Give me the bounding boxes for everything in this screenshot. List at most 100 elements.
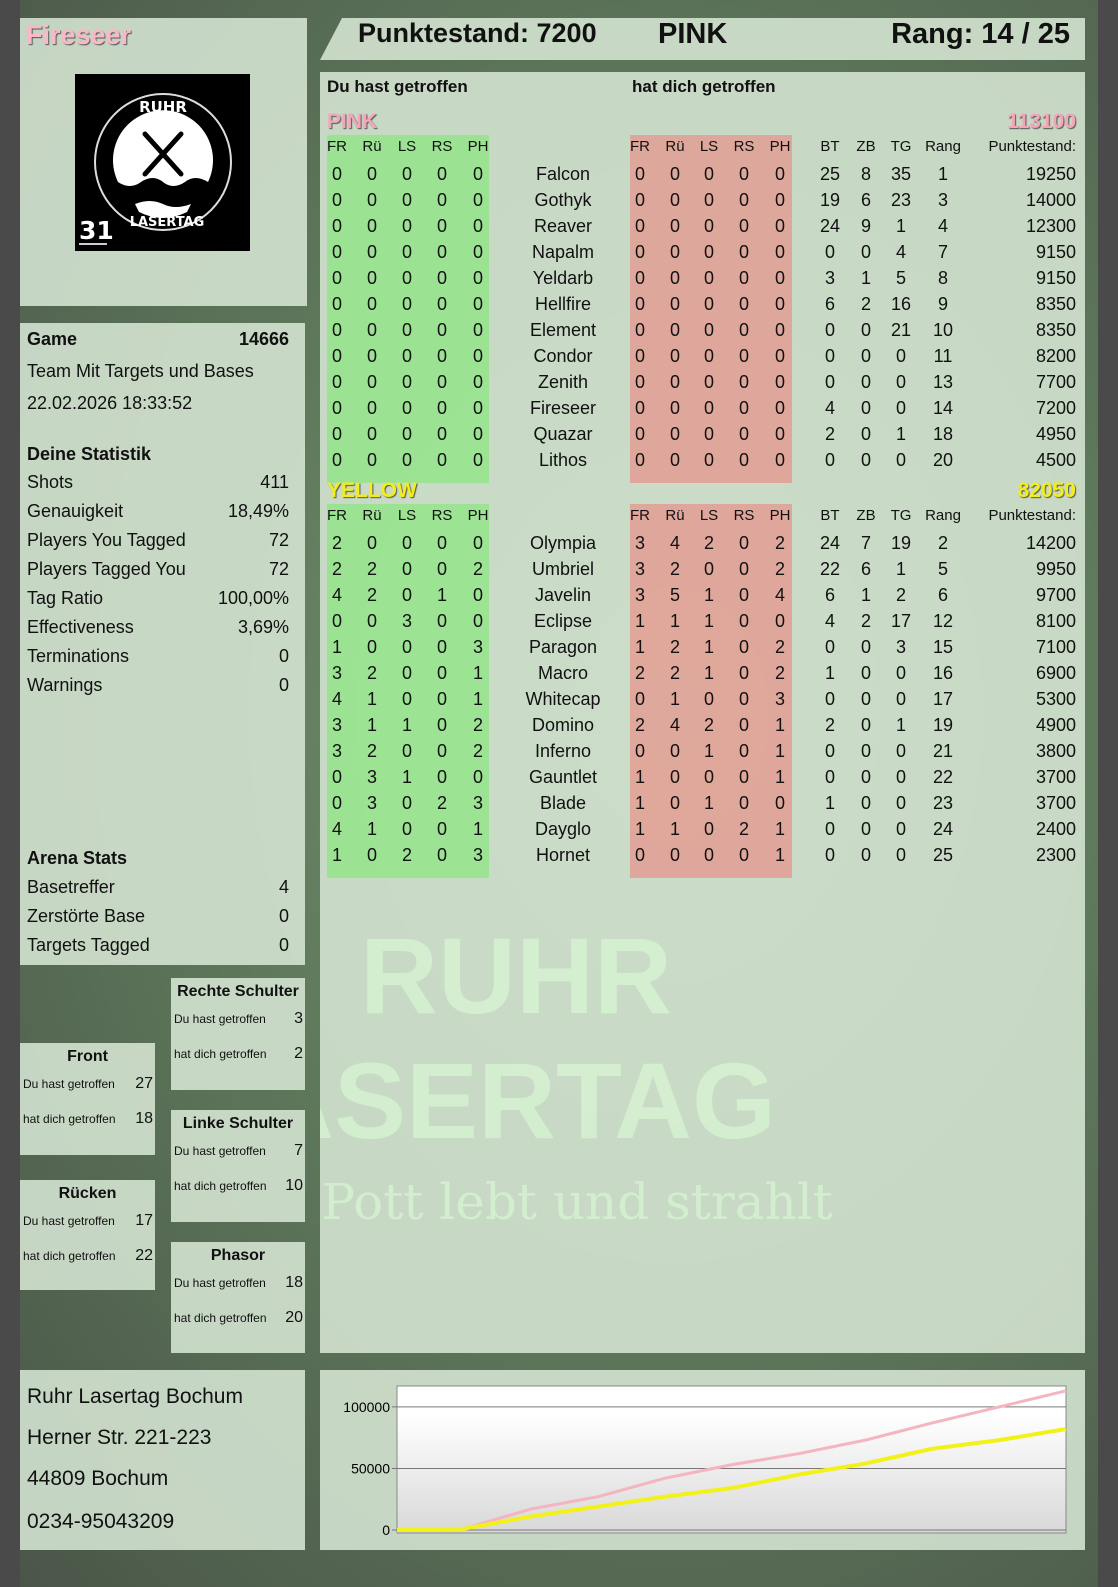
stat-cell: 0 <box>634 164 646 184</box>
player-name-cell: Umbriel <box>531 559 595 579</box>
stat-cell: 0 <box>472 398 484 418</box>
arena-stat-label: Basetreffer <box>27 877 115 897</box>
zone-you-hit-label: Du hast getroffen <box>174 1276 266 1290</box>
stat-cell: 0 <box>436 559 448 579</box>
stat-cell: 0 <box>774 424 786 444</box>
stat-cell: 0 <box>436 533 448 553</box>
stat-cell: 0 <box>366 216 378 236</box>
stat-cell: 6 <box>860 190 872 210</box>
column-header: TG <box>890 507 912 524</box>
column-header: FR <box>327 507 347 524</box>
stat-cell: 0 <box>703 450 715 470</box>
stat-cell: 0 <box>436 372 448 392</box>
stat-cell: 0 <box>331 294 343 314</box>
hit-you-band <box>630 504 792 878</box>
column-header: PH <box>769 507 791 524</box>
stat-cell: 1 <box>401 715 413 735</box>
stat-cell: 5 <box>895 268 907 288</box>
stat-cell: 0 <box>895 767 907 787</box>
stat-cell: 22 <box>819 559 841 579</box>
stat-cell: 0 <box>738 216 750 236</box>
stat-cell: 1 <box>472 663 484 683</box>
stat-cell: 0 <box>895 663 907 683</box>
stat-cell: 1 <box>703 663 715 683</box>
stat-cell: 0 <box>669 320 681 340</box>
you-hit-heading: Du hast getroffen <box>327 77 468 96</box>
player-name-cell: Macro <box>537 663 589 683</box>
stat-cell: 0 <box>366 268 378 288</box>
player-score: 9150 <box>1035 242 1076 262</box>
stat-cell: 2 <box>366 559 378 579</box>
stat-cell: 17 <box>890 611 912 631</box>
stat-cell: 0 <box>860 346 872 366</box>
stat-cell: 4 <box>824 398 836 418</box>
player-name-cell: Gothyk <box>534 190 592 210</box>
stat-cell: 0 <box>331 424 343 444</box>
stat-cell: 0 <box>401 585 413 605</box>
stat-cell: 0 <box>738 242 750 262</box>
stat-cell: 0 <box>401 294 413 314</box>
stat-cell: 0 <box>366 190 378 210</box>
stat-cell: 3 <box>634 533 646 553</box>
column-header: PH <box>769 138 791 155</box>
column-header: LS <box>699 138 719 155</box>
column-header: LS <box>699 507 719 524</box>
column-header: Rang <box>925 138 961 155</box>
stat-cell: 0 <box>738 663 750 683</box>
stat-label: Shots <box>27 472 74 492</box>
stat-cell: 0 <box>860 242 872 262</box>
stat-cell: 0 <box>738 741 750 761</box>
stat-cell: 2 <box>472 559 484 579</box>
player-score: 9950 <box>1035 559 1076 579</box>
zone-you-hit-label: Du hast getroffen <box>23 1214 115 1228</box>
stat-cell: 9 <box>860 216 872 236</box>
stat-cell: 4 <box>774 585 786 605</box>
stat-cell: 0 <box>331 190 343 210</box>
svg-text:LASERTAG: LASERTAG <box>130 215 205 230</box>
stat-cell: 0 <box>895 372 907 392</box>
stat-cell: 0 <box>472 216 484 236</box>
zone-title: Rechte Schulter <box>177 983 299 1000</box>
player-name-cell: Napalm <box>531 242 595 262</box>
zone-you-hit-value: 3 <box>294 1010 303 1027</box>
stat-cell: 9 <box>937 294 949 314</box>
player-name-cell: Javelin <box>534 585 592 605</box>
stat-cell: 1 <box>366 715 378 735</box>
column-header: BT <box>820 138 840 155</box>
stat-cell: 0 <box>738 398 750 418</box>
zone-you-hit-value: 7 <box>294 1142 303 1159</box>
stat-cell: 4 <box>824 611 836 631</box>
player-name-cell: Inferno <box>534 741 592 761</box>
stat-cell: 2 <box>634 715 646 735</box>
stat-cell: 0 <box>703 372 715 392</box>
stat-cell: 0 <box>703 190 715 210</box>
stat-cell: 18 <box>932 424 954 444</box>
stat-cell: 0 <box>895 819 907 839</box>
stat-cell: 0 <box>824 741 836 761</box>
arena-stat-label: Zerstörte Base <box>27 906 146 926</box>
stat-cell: 0 <box>669 190 681 210</box>
you-hit-band <box>327 504 489 878</box>
player-name-cell: Whitecap <box>525 689 601 709</box>
stat-cell: 0 <box>401 398 413 418</box>
column-header: Rü <box>362 138 382 155</box>
stat-cell: 24 <box>932 819 954 839</box>
stat-cell: 4 <box>331 585 343 605</box>
stat-cell: 4 <box>331 819 343 839</box>
stat-cell: 3 <box>366 793 378 813</box>
stat-cell: 0 <box>774 372 786 392</box>
stat-cell: 2 <box>860 611 872 631</box>
player-score: 8350 <box>1035 320 1076 340</box>
zone-you-hit-value: 27 <box>135 1075 153 1092</box>
stat-cell: 0 <box>472 585 484 605</box>
stat-cell: 0 <box>472 320 484 340</box>
y-tick-label: 50000 <box>351 1460 390 1476</box>
stat-cell: 0 <box>824 819 836 839</box>
arena-stat-value: 0 <box>278 906 289 926</box>
stat-cell: 0 <box>366 164 378 184</box>
player-score: 8100 <box>1035 611 1076 631</box>
stat-cell: 0 <box>703 164 715 184</box>
stat-cell: 4 <box>937 216 949 236</box>
stat-cell: 8 <box>860 164 872 184</box>
stat-cell: 3 <box>634 585 646 605</box>
